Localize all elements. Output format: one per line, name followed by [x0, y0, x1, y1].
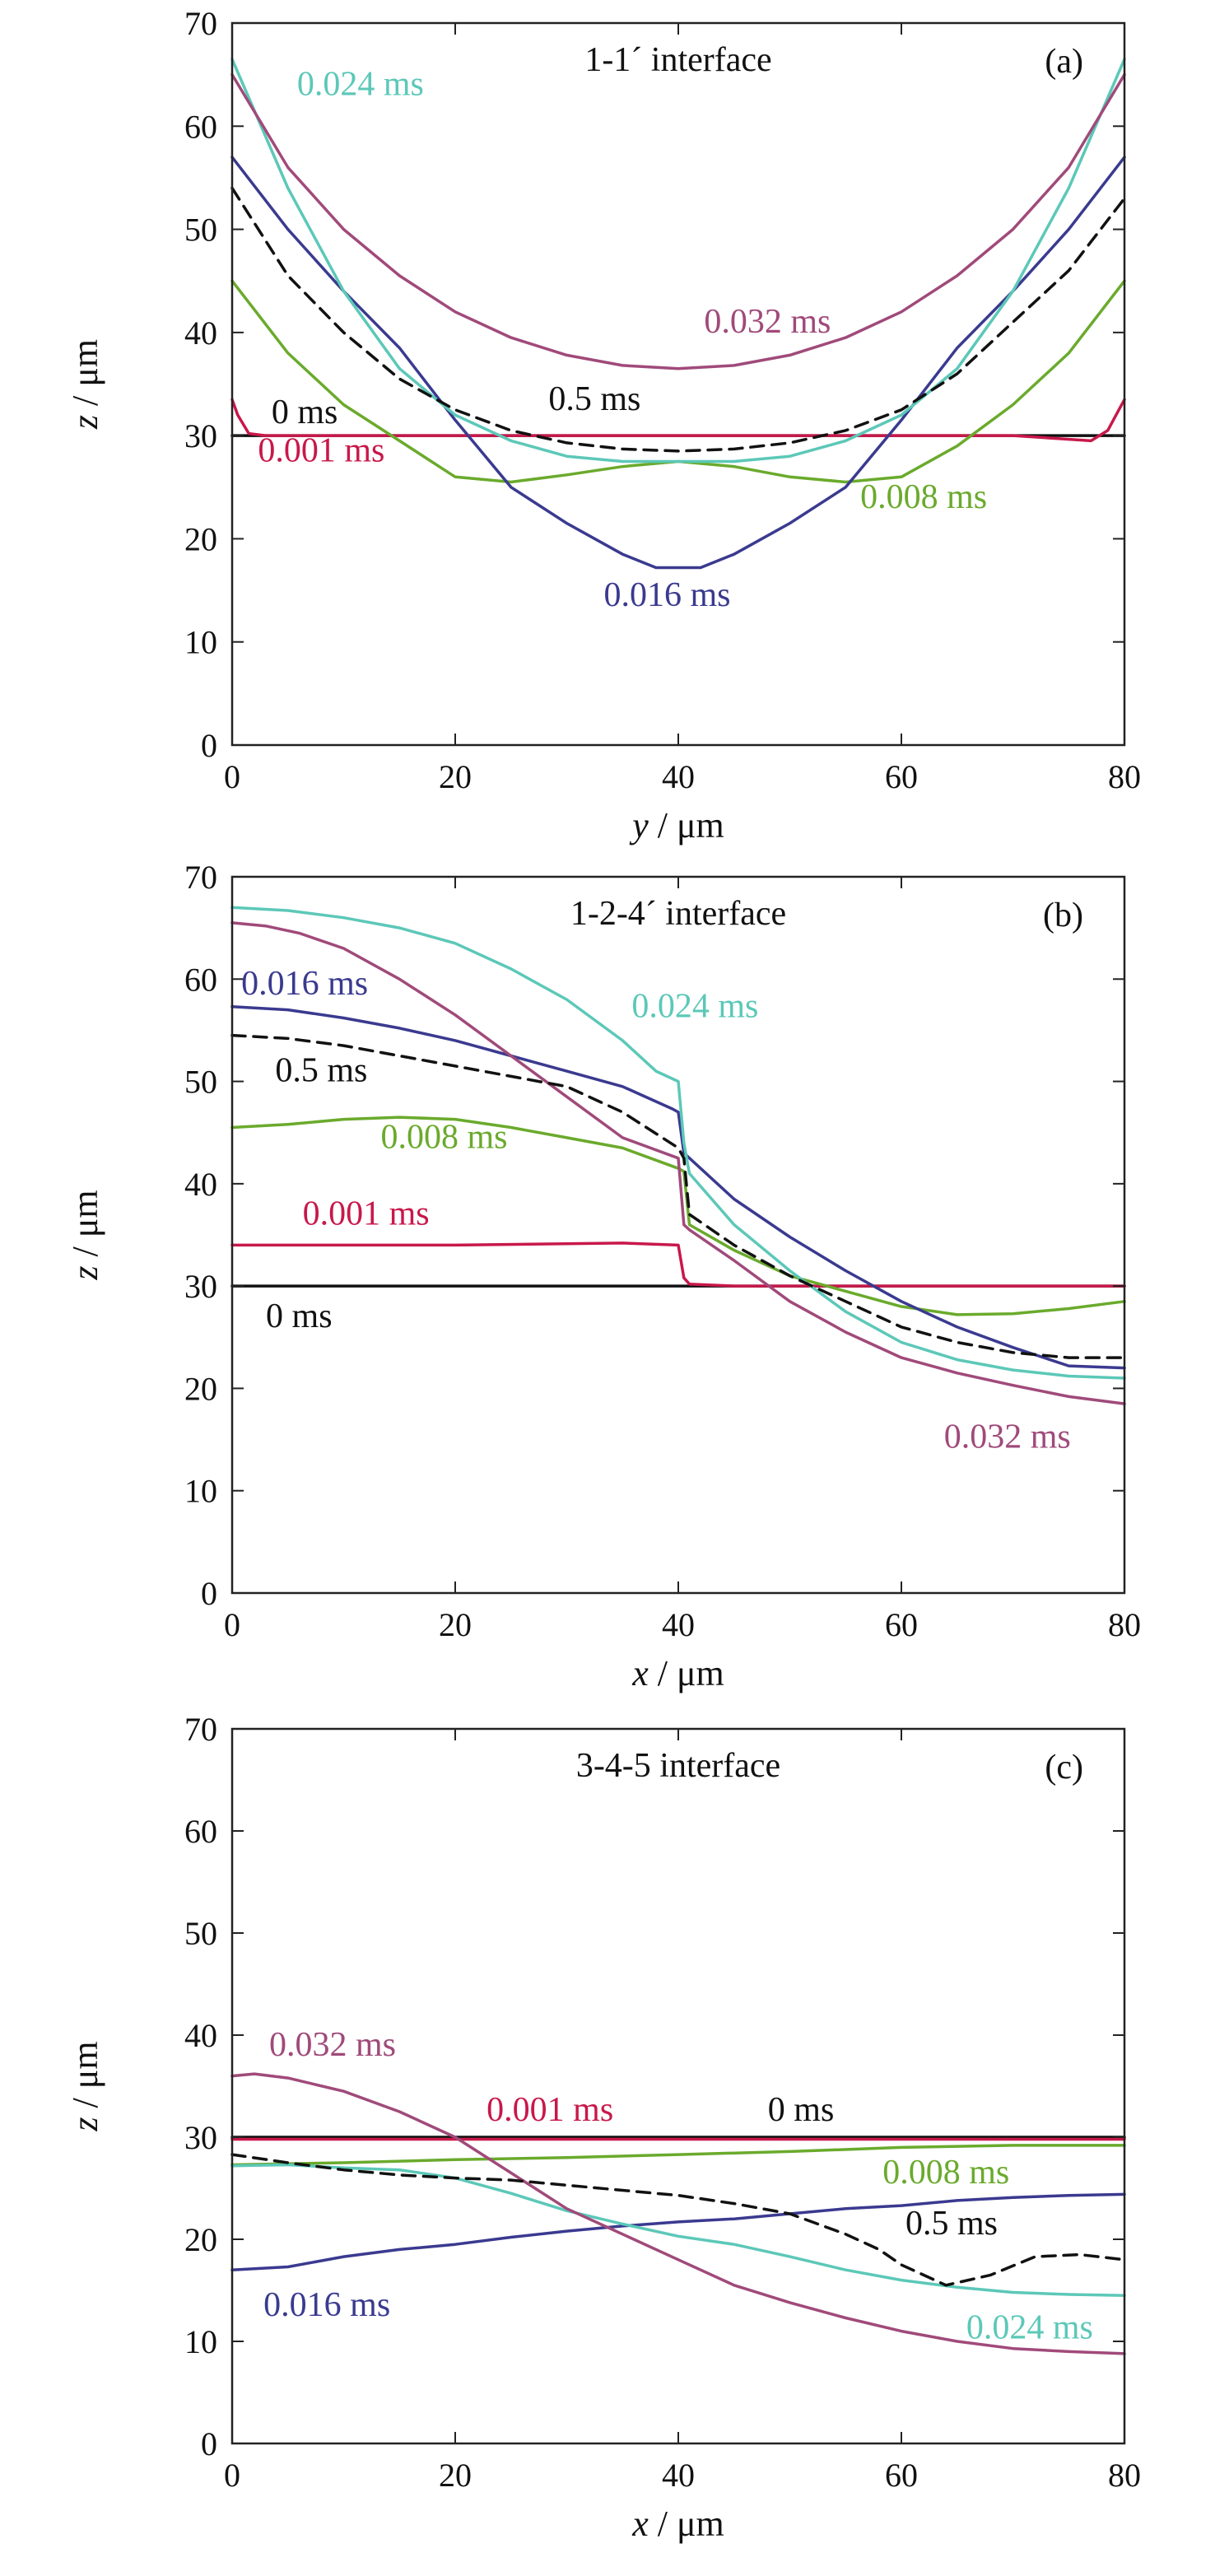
- panel-c-ytick-label: 50: [184, 1915, 217, 1952]
- panel-c-series-0-024-ms: [230, 2163, 1126, 2297]
- panel-a-ytick-label: 40: [184, 314, 217, 352]
- panel-c-ytick-label: 20: [184, 2221, 217, 2258]
- panel-b-ytick-label: 10: [184, 1473, 217, 1510]
- panel-a-y-axis-label: z / μm: [65, 339, 105, 430]
- panel-c-xtick-label: 80: [1108, 2457, 1141, 2494]
- panel-a-series-0-024-ms: [230, 58, 1126, 463]
- panel-c-ytick-label: 30: [184, 2119, 217, 2156]
- panel-a-ytick-label: 10: [184, 624, 217, 661]
- panel-a-plot-frame: [230, 21, 1126, 747]
- panel-a-xtick-label: 80: [1108, 758, 1141, 795]
- panel-a-series-label-0-032-ms: 0.032 ms: [704, 303, 831, 341]
- panel-b-xtick-label: 60: [885, 1606, 918, 1643]
- panel-c-xtick-label: 20: [439, 2457, 472, 2494]
- panel-b-series-label-0-016-ms: 0.016 ms: [241, 965, 368, 1003]
- panel-b-y-axis-label: z / μm: [65, 1190, 105, 1280]
- panel-b-series-label-0-032-ms: 0.032 ms: [944, 1418, 1071, 1456]
- panel-b-xtick-label: 0: [224, 1606, 240, 1643]
- panel-b-series-0-008-ms: [230, 1116, 1126, 1316]
- panel-c-series-0-008-ms: [230, 2144, 1126, 2167]
- panel-c-series-label-0-032-ms: 0.032 ms: [269, 2026, 396, 2064]
- panel-a: 0 10 20 30 40 50 60 70 0 20 40 60 80 y / μm z / μm 1-1´…: [65, 5, 1141, 845]
- panel-a-series-label-0-ms: 0 ms: [272, 394, 338, 431]
- panel-a-series-0-016-ms: [230, 156, 1126, 570]
- panel-b-series-label-0-008-ms: 0.008 ms: [380, 1118, 507, 1156]
- panel-b-series-0-5-ms-dashed: [230, 1033, 1126, 1359]
- panel-c-ytick-label: 60: [184, 1813, 217, 1850]
- panel-c-y-axis-label: z / μm: [65, 2041, 105, 2131]
- panel-b-series-label-0-ms: 0 ms: [266, 1297, 333, 1335]
- panel-a-series-label-0-008-ms: 0.008 ms: [860, 478, 987, 516]
- panel-c-ytick-label: 70: [184, 1711, 217, 1748]
- panel-b-ytick-label: 70: [184, 859, 217, 896]
- panel-a-panel-tag: (a): [1045, 43, 1083, 81]
- panel-c-ytick-label: 40: [184, 2017, 217, 2054]
- panel-c-series-label-0-024-ms: 0.024 ms: [966, 2308, 1093, 2346]
- panel-a-ytick-label: 70: [184, 5, 217, 42]
- panel-c-title: 3-4-5 interface: [576, 1747, 780, 1785]
- panel-a-xtick-label: 40: [662, 758, 695, 795]
- panel-c-xtick-label: 40: [662, 2457, 695, 2494]
- panel-a-series-0-001-ms: [230, 398, 1126, 443]
- panel-c-series-0-016-ms: [230, 2192, 1126, 2271]
- panel-a-series-label-0-024-ms: 0.024 ms: [297, 66, 424, 104]
- panel-c-x-axis-label: x / μm: [631, 2504, 724, 2544]
- panel-b-xtick-label: 40: [662, 1606, 695, 1643]
- panel-c-series-0-032-ms: [230, 2072, 1126, 2355]
- panel-a-ytick-label: 50: [184, 212, 217, 249]
- panel-b-series-label-0-001-ms: 0.001 ms: [303, 1195, 430, 1233]
- panel-c-xtick-label: 0: [224, 2457, 240, 2494]
- panel-a-xtick-label: 0: [224, 758, 240, 795]
- panel-b-series-label-0-024-ms: 0.024 ms: [631, 987, 758, 1025]
- panel-b-series-0-016-ms: [230, 1005, 1126, 1370]
- panel-b-ytick-label: 20: [184, 1370, 217, 1407]
- panel-a-series-0-032-ms: [230, 72, 1126, 370]
- panel-b-xtick-label: 20: [439, 1606, 472, 1643]
- panel-b-ytick-label: 50: [184, 1064, 217, 1101]
- panel-c-xtick-label: 60: [885, 2457, 918, 2494]
- panel-c-series-label-0-5-ms: 0.5 ms: [905, 2205, 998, 2243]
- panel-a-title: 1-1´ interface: [584, 41, 771, 79]
- panel-a-series-label-0-001-ms: 0.001 ms: [258, 431, 384, 469]
- panel-b-ytick-label: 40: [184, 1166, 217, 1203]
- panel-b-x-axis-label: x / μm: [631, 1653, 724, 1693]
- panel-a-ytick-label: 20: [184, 520, 217, 557]
- panel-a-xtick-label: 60: [885, 758, 918, 795]
- panel-a-xtick-label: 20: [439, 758, 472, 795]
- panel-c-series-label-0-001-ms: 0.001 ms: [486, 2091, 613, 2129]
- panel-b-ytick-label: 60: [184, 961, 217, 998]
- panel-a-ytick-label: 30: [184, 417, 217, 454]
- panel-a-series-0-5-ms-dashed: [230, 186, 1126, 453]
- panel-c-panel-tag: (c): [1045, 1749, 1083, 1786]
- panel-b-series-0-024-ms: [230, 906, 1126, 1380]
- panel-a-ytick-label: 0: [201, 727, 217, 764]
- panel-c-series-0-5-ms-dashed: [230, 2153, 1126, 2287]
- panel-a-series-label-0-5-ms: 0.5 ms: [548, 380, 640, 418]
- panel-c-ytick-label: 0: [201, 2425, 217, 2462]
- panel-b-series-0-001-ms: [230, 1241, 1126, 1288]
- panel-c-series-label-0-ms: 0 ms: [768, 2091, 835, 2129]
- panel-b-panel-tag: (b): [1043, 897, 1083, 934]
- panel-b-ytick-label: 30: [184, 1268, 217, 1305]
- panel-c-ytick-label: 10: [184, 2323, 217, 2360]
- panel-c: 0 10 20 30 40 50 60 70 0 20 40 60 80 x / μm z / μm 3-4-…: [65, 1711, 1141, 2544]
- panel-b: 0 10 20 30 40 50 60 70 0 20 40 60 80 x / μm z / μm 1-2-…: [65, 859, 1141, 1693]
- panel-c-series-label-0-016-ms: 0.016 ms: [263, 2286, 390, 2324]
- panel-b-ytick-label: 0: [201, 1575, 217, 1612]
- panel-a-ytick-label: 60: [184, 108, 217, 145]
- panel-b-series-label-0-5-ms: 0.5 ms: [275, 1052, 367, 1090]
- panel-a-series-label-0-016-ms: 0.016 ms: [603, 576, 730, 614]
- panel-b-title: 1-2-4´ interface: [570, 895, 786, 933]
- panel-a-x-axis-label: y / μm: [629, 805, 724, 845]
- panel-b-xtick-label: 80: [1108, 1606, 1141, 1643]
- panel-c-series-label-0-008-ms: 0.008 ms: [882, 2154, 1009, 2192]
- panel-b-series-0-032-ms: [230, 921, 1126, 1405]
